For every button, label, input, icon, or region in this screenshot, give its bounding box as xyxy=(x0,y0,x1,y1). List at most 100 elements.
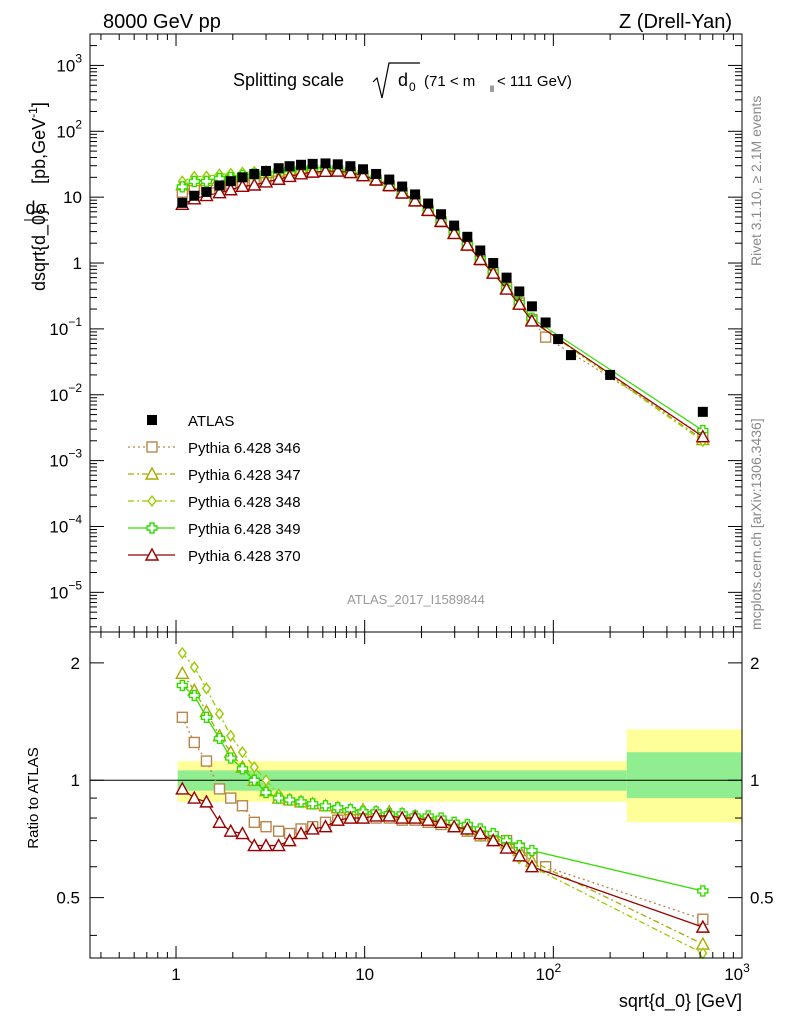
rivet-label: Rivet 3.1.10, ≥ 2.1M events xyxy=(748,96,764,266)
main-series-marker xyxy=(512,296,527,310)
ratio-series-marker xyxy=(355,810,371,824)
main-series-marker xyxy=(282,168,297,183)
main-series-marker xyxy=(258,174,274,188)
mass-cut-b: < 111 GeV) xyxy=(497,73,572,90)
legend-label: Pythia 6.428 347 xyxy=(188,467,301,484)
ratio-series-marker xyxy=(306,798,319,810)
legend-item: ATLAS xyxy=(147,413,234,430)
atlas-data-point xyxy=(501,272,512,283)
atlas-data-point xyxy=(225,176,236,187)
main-series-marker xyxy=(486,265,501,279)
ratio-series-marker xyxy=(248,816,261,829)
ratio-series-marker xyxy=(486,833,501,847)
legend-marker xyxy=(146,441,158,453)
atlas-data-point xyxy=(397,181,408,192)
atlas-data-point xyxy=(249,168,260,179)
ratio-series-marker xyxy=(189,660,199,674)
ratio-series-marker xyxy=(236,800,249,812)
atlas-data-point xyxy=(237,172,248,183)
main-series-marker xyxy=(695,429,711,443)
legend-label: Pythia 6.428 348 xyxy=(188,494,301,511)
ylabel-unit: [pb,GeV-1] xyxy=(26,102,49,184)
main-y-tick-label: 10−1 xyxy=(49,315,82,339)
legend-label: ATLAS xyxy=(188,413,234,430)
main-series-marker xyxy=(305,164,320,178)
main-series-marker xyxy=(499,281,514,295)
ratio-series-marker xyxy=(305,821,320,835)
ratio-series-marker xyxy=(343,810,358,824)
ratio-series-marker xyxy=(260,821,272,833)
sqrt-d: d xyxy=(398,70,408,90)
ratio-series-marker xyxy=(293,826,309,840)
legend-item: Pythia 6.428 347 xyxy=(128,466,301,484)
sqrt-symbol xyxy=(372,62,420,99)
ratio-series-marker xyxy=(175,665,190,680)
ratio-series-marker xyxy=(271,838,286,852)
ratio-series-marker xyxy=(526,844,538,857)
ratio-series-marker xyxy=(235,826,250,840)
atlas-data-point xyxy=(697,406,708,417)
atlas-data-point xyxy=(284,161,295,172)
atlas-data-point xyxy=(436,209,447,220)
legend-item: Pythia 6.428 349 xyxy=(128,521,301,538)
main-series-marker xyxy=(420,202,436,216)
atlas-data-point xyxy=(307,158,318,169)
main-y-tick-label: 10−4 xyxy=(49,512,82,536)
main-series-marker xyxy=(433,213,449,228)
beam-label: 8000 GeV pp xyxy=(103,11,221,33)
atlas-data-point xyxy=(201,186,212,197)
ratio-series-line xyxy=(181,652,704,954)
ratio-series-marker xyxy=(513,839,525,852)
x-tick-label: 102 xyxy=(536,961,562,984)
main-series-marker xyxy=(188,175,200,188)
main-series-marker xyxy=(407,193,423,207)
main-panel xyxy=(175,158,711,448)
ratio-series-marker xyxy=(248,774,261,786)
ratio-series-marker xyxy=(225,752,237,764)
ratio-series-marker xyxy=(260,786,272,799)
ratio-series-marker xyxy=(697,885,709,897)
ratio-series-marker xyxy=(295,796,307,808)
main-series-marker xyxy=(473,252,488,266)
ratio-panel xyxy=(175,646,711,960)
atlas-data-point xyxy=(565,350,576,361)
ratio-series-marker xyxy=(188,736,200,749)
ratio-series-marker xyxy=(237,746,248,759)
last-bin-inner-band xyxy=(626,752,742,799)
atlas-data-point xyxy=(605,369,616,380)
atlas-data-point xyxy=(526,301,537,312)
legend-item: Pythia 6.428 370 xyxy=(128,547,301,565)
mass-cut-sub: ll xyxy=(490,84,494,94)
legend-marker xyxy=(147,415,157,425)
atlas-data-point xyxy=(214,180,225,191)
ratio-series-marker xyxy=(200,711,213,724)
ratio-series-marker xyxy=(236,763,249,775)
ratio-frame xyxy=(89,631,743,959)
main-title-text: Splitting scale xyxy=(233,70,344,90)
ratio-series-marker xyxy=(332,802,344,814)
ratio-series-marker xyxy=(247,838,262,852)
ratio-series-marker xyxy=(177,646,187,660)
ratio-series-marker xyxy=(272,825,285,837)
atlas-data-point xyxy=(358,164,369,175)
atlas-data-point xyxy=(296,159,307,170)
main-series-marker xyxy=(368,172,384,186)
main-y-tick-label: 10−3 xyxy=(49,447,82,471)
main-title: Splitting scale d 0 (71 < m ll < 111 GeV… xyxy=(233,62,572,99)
atlas-data-point xyxy=(371,168,382,179)
main-series-marker xyxy=(293,166,309,180)
legend-marker xyxy=(147,494,157,508)
ratio-series-marker xyxy=(473,826,488,840)
analysis-id: ATLAS_2017_I1589844 xyxy=(347,592,485,607)
ratio-y-tick-label-left: 1 xyxy=(71,771,80,790)
main-series-marker xyxy=(176,181,189,193)
ylabel-num: dσ xyxy=(25,198,46,218)
ratio-y-tick-label-left: 0.5 xyxy=(56,889,80,908)
main-series-marker xyxy=(200,175,213,188)
ratio-series-marker xyxy=(176,679,189,692)
ratio-series-marker xyxy=(282,833,297,847)
ratio-series-marker xyxy=(175,781,190,795)
ylabel-den: dsqrt{d_0} xyxy=(29,209,50,291)
atlas-data-point xyxy=(384,174,395,185)
